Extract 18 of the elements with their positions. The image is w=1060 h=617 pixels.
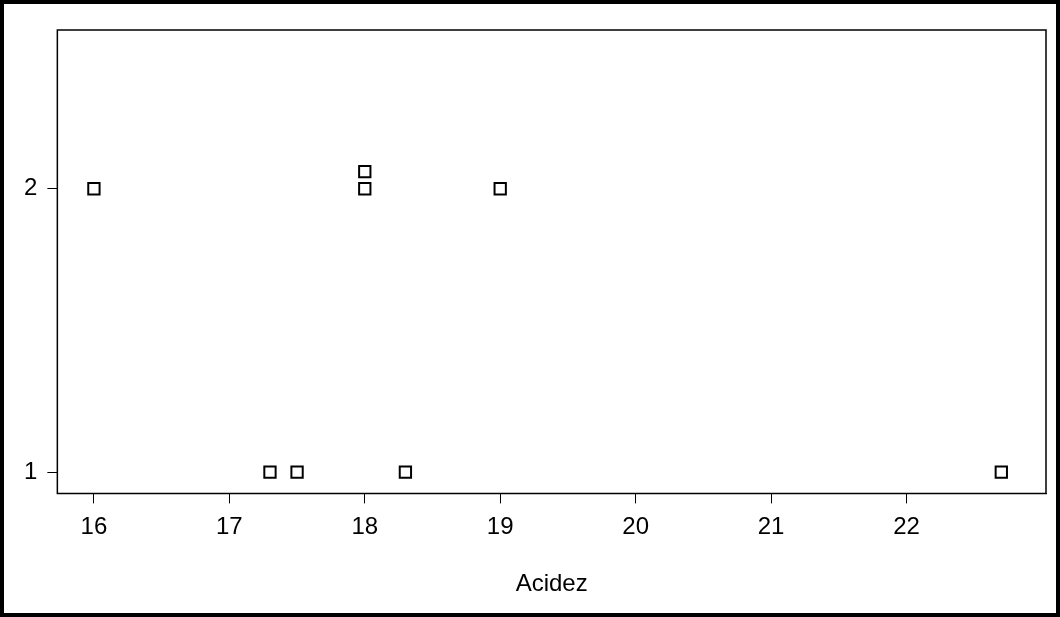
point [263, 465, 277, 479]
point [493, 182, 507, 196]
point [398, 465, 413, 479]
point [87, 182, 101, 196]
x-tick-label: 16 [80, 512, 108, 540]
y-tick-label: 2 [23, 173, 38, 201]
y-tick-label: 1 [23, 456, 38, 484]
x-tick-label: 21 [757, 512, 785, 540]
x-tick-label: 20 [622, 512, 649, 540]
point [358, 182, 372, 196]
point [994, 465, 1008, 479]
point [290, 465, 304, 479]
x-tick-label: 17 [215, 512, 243, 540]
x-tick-label: 19 [486, 512, 514, 540]
x-tick-label: 18 [351, 512, 379, 540]
point [358, 165, 372, 179]
x-tick-label: 22 [893, 512, 920, 540]
x-axis-title: Acidez [515, 569, 588, 597]
